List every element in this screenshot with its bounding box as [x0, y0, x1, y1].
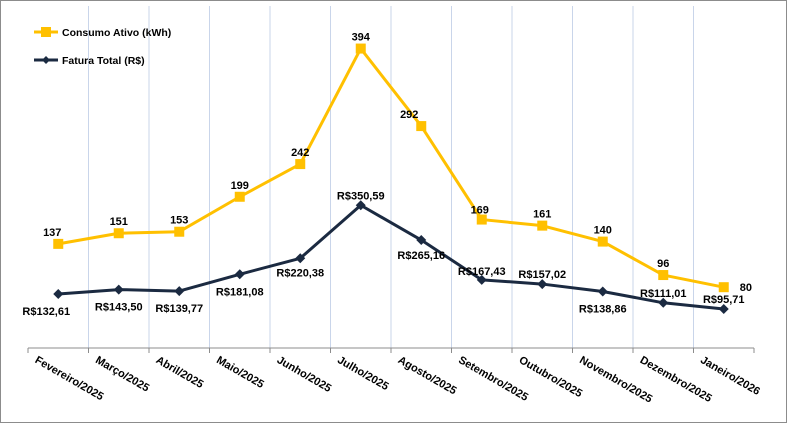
data-label: 169: [471, 205, 489, 217]
data-point: [174, 226, 185, 237]
data-label: R$265,16: [397, 250, 445, 262]
data-label: 242: [291, 147, 309, 159]
x-tick-label: Março/2025: [93, 354, 151, 394]
data-label: R$111,01: [640, 288, 687, 300]
x-tick-label: Junho/2025: [275, 354, 333, 395]
data-label: R$132,61: [22, 306, 70, 318]
legend-label: Consumo Ativo (kWh): [62, 27, 171, 39]
data-label: 394: [352, 32, 371, 44]
data-point: [53, 289, 64, 300]
data-point: [234, 269, 245, 280]
data-point: [113, 284, 124, 295]
data-point: [234, 191, 245, 202]
data-label: R$167,43: [458, 266, 506, 278]
data-point: [718, 282, 729, 293]
data-label: R$139,77: [155, 303, 203, 315]
legend-marker: [41, 27, 51, 37]
data-point: [537, 220, 548, 231]
x-tick-label: Agosto/2025: [396, 354, 459, 397]
data-label: R$157,02: [518, 269, 566, 281]
data-point: [295, 159, 306, 170]
data-point: [597, 286, 608, 297]
x-tick-label: Maio/2025: [214, 354, 266, 391]
x-tick-label: Julho/2025: [335, 354, 390, 393]
data-label: 80: [740, 282, 752, 294]
data-point: [658, 270, 669, 281]
data-label: 96: [657, 258, 669, 270]
data-label: R$350,59: [337, 190, 385, 202]
data-point: [416, 121, 427, 132]
data-label: R$181,08: [216, 286, 264, 298]
data-point: [416, 235, 427, 246]
series-line-fatura: [58, 203, 724, 311]
data-point: [476, 274, 487, 285]
data-label: R$143,50: [95, 302, 143, 314]
data-point: [658, 297, 669, 308]
x-tick-label: Abril/2025: [154, 354, 206, 391]
data-label: 161: [533, 209, 551, 221]
data-label: 140: [594, 225, 612, 237]
data-label: R$220,38: [276, 267, 324, 279]
data-point: [113, 228, 124, 239]
data-label: 151: [110, 216, 128, 228]
data-point: [295, 253, 306, 264]
data-label: R$138,86: [579, 303, 627, 315]
data-label: 199: [231, 180, 249, 192]
data-label: 292: [400, 109, 418, 121]
legend-marker: [42, 56, 50, 64]
data-point: [355, 43, 366, 54]
legend-label: Fatura Total (R$): [62, 55, 145, 67]
data-point: [53, 238, 64, 249]
data-point: [597, 236, 608, 247]
data-point: [476, 214, 487, 225]
data-point: [174, 286, 185, 297]
series-line-consumo: [57, 47, 725, 289]
data-point: [718, 304, 729, 315]
data-point: [537, 279, 548, 290]
data-point: [355, 200, 366, 211]
data-label: 153: [170, 215, 188, 227]
data-label: 137: [43, 227, 61, 239]
data-label: R$95,71: [703, 294, 745, 306]
